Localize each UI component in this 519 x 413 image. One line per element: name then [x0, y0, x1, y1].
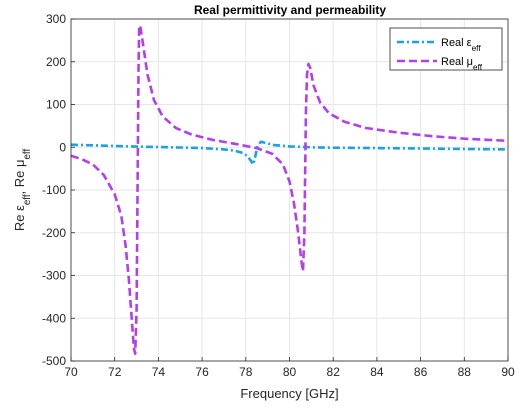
y-tick-label: -500: [42, 354, 66, 368]
x-tick-label: 80: [283, 365, 297, 379]
y-tick-label: -300: [42, 269, 66, 283]
x-tick-label: 70: [64, 365, 78, 379]
y-tick-label: -100: [42, 183, 66, 197]
x-tick-label: 90: [501, 365, 515, 379]
legend: Real εeff Real μeff: [389, 27, 503, 72]
chart-title: Real permittivity and permeability: [194, 3, 386, 17]
legend-label-1: Real μeff: [441, 56, 483, 72]
legend-box: [389, 27, 503, 71]
x-tick-label: 74: [152, 365, 166, 379]
y-tick-label: -400: [42, 311, 66, 325]
y-tick-label: 0: [59, 140, 66, 154]
y-tick-label: 300: [46, 12, 66, 26]
x-tick-label: 72: [108, 365, 122, 379]
x-tick-label: 86: [414, 365, 428, 379]
x-tick-label: 84: [370, 365, 384, 379]
x-axis-label: Frequency [GHz]: [240, 386, 338, 401]
y-tick-label: 100: [46, 98, 66, 112]
x-tick-label: 78: [239, 365, 253, 379]
x-tick-label: 88: [458, 365, 472, 379]
y-tick-label: -200: [42, 226, 66, 240]
x-tick-label: 82: [327, 365, 341, 379]
x-ticks: 70 72 74 76 78 80 82 84 86 88 90: [64, 357, 515, 379]
series-line-1: [70, 24, 509, 355]
series-layer: [70, 24, 509, 355]
legend-label-0: Real εeff: [441, 37, 481, 53]
y-ticks: -500 -400 -300 -200 -100 0 100 200 300: [42, 12, 75, 368]
y-axis-label: Re εeff, Re μeff: [12, 149, 33, 232]
series-line-0: [70, 140, 509, 166]
y-tick-label: 200: [46, 55, 66, 69]
x-tick-label: 76: [195, 365, 209, 379]
